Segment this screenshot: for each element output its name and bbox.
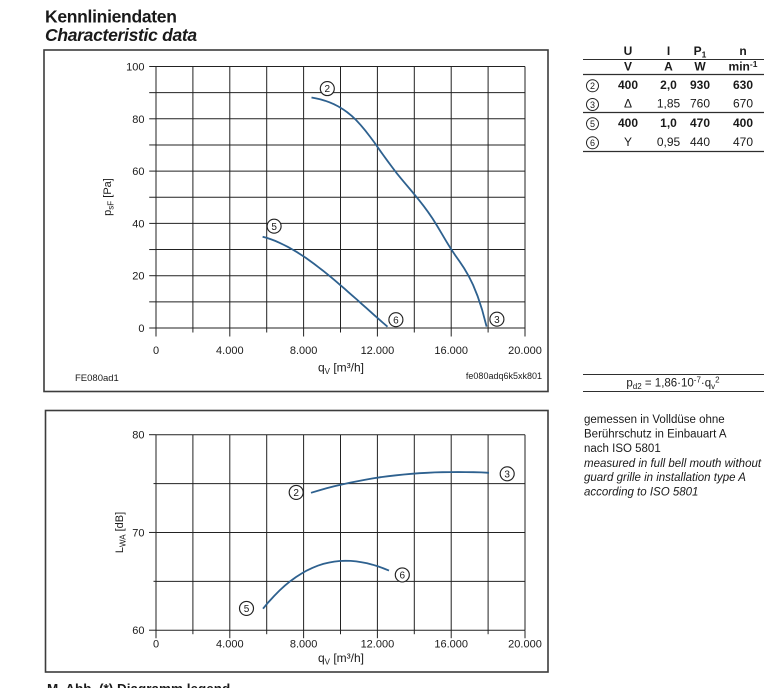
svg-text:gemessen in Volldüse ohne: gemessen in Volldüse ohne: [584, 414, 725, 426]
svg-text:min-1: min-1: [729, 59, 758, 74]
svg-text:40: 40: [132, 218, 144, 230]
svg-text:psF [Pa]: psF [Pa]: [102, 178, 116, 216]
svg-text:I: I: [667, 44, 670, 58]
svg-text:2: 2: [325, 84, 331, 95]
svg-text:20.000: 20.000: [508, 639, 542, 651]
svg-text:guard grille in installation t: guard grille in installation type A: [584, 472, 746, 484]
svg-text:Δ: Δ: [624, 97, 632, 111]
svg-text:0: 0: [138, 323, 144, 335]
svg-text:M. Abb. (*) Diagramm legend: M. Abb. (*) Diagramm legend: [47, 682, 230, 688]
svg-text:60: 60: [132, 625, 144, 637]
svg-text:4.000: 4.000: [216, 345, 244, 357]
svg-text:3: 3: [504, 469, 510, 480]
svg-text:1,85: 1,85: [657, 97, 681, 111]
svg-text:0,95: 0,95: [657, 135, 681, 149]
svg-text:4.000: 4.000: [216, 639, 244, 651]
svg-text:pd2 = 1,86·10-7·qv2: pd2 = 1,86·10-7·qv2: [626, 376, 720, 392]
svg-text:630: 630: [733, 78, 753, 92]
svg-text:LWA [dB]: LWA [dB]: [114, 512, 128, 553]
svg-text:440: 440: [690, 135, 710, 149]
svg-text:670: 670: [733, 97, 753, 111]
svg-text:nach ISO 5801: nach ISO 5801: [584, 443, 661, 455]
svg-text:Kennliniendaten: Kennliniendaten: [45, 7, 177, 27]
svg-text:6: 6: [590, 138, 595, 148]
svg-text:0: 0: [153, 345, 159, 357]
svg-text:5: 5: [271, 222, 277, 233]
svg-text:1,0: 1,0: [660, 116, 677, 130]
svg-text:400: 400: [618, 116, 638, 130]
svg-text:6: 6: [393, 315, 399, 326]
svg-text:80: 80: [132, 430, 144, 442]
svg-text:measured in full bell mouth wi: measured in full bell mouth without: [584, 458, 762, 470]
svg-text:12.000: 12.000: [361, 639, 395, 651]
svg-text:P1: P1: [694, 44, 707, 60]
svg-text:760: 760: [690, 97, 710, 111]
svg-text:A: A: [664, 60, 673, 74]
svg-text:fe080adq6k5xk801: fe080adq6k5xk801: [466, 371, 542, 381]
svg-text:2: 2: [590, 81, 595, 91]
svg-text:80: 80: [132, 114, 144, 126]
svg-text:W: W: [694, 60, 706, 74]
svg-text:Y: Y: [624, 135, 632, 149]
svg-text:70: 70: [132, 527, 144, 539]
svg-text:2,0: 2,0: [660, 78, 677, 92]
svg-text:Characteristic data: Characteristic data: [45, 25, 197, 45]
svg-text:Berührschutz in Einbauart A: Berührschutz in Einbauart A: [584, 429, 727, 441]
svg-text:400: 400: [733, 116, 753, 130]
svg-text:3: 3: [494, 315, 500, 326]
svg-text:470: 470: [733, 135, 753, 149]
svg-text:100: 100: [126, 62, 144, 74]
svg-text:16.000: 16.000: [434, 639, 468, 651]
svg-text:6: 6: [400, 571, 406, 582]
svg-text:FE080ad1: FE080ad1: [75, 373, 119, 384]
svg-text:U: U: [624, 44, 633, 58]
svg-text:n: n: [739, 44, 746, 58]
svg-text:5: 5: [244, 604, 250, 615]
svg-text:0: 0: [153, 639, 159, 651]
svg-text:400: 400: [618, 78, 638, 92]
svg-text:3: 3: [590, 100, 595, 110]
svg-text:16.000: 16.000: [434, 345, 468, 357]
svg-text:2: 2: [293, 488, 299, 499]
svg-text:12.000: 12.000: [361, 345, 395, 357]
svg-text:qV [m³/h]: qV [m³/h]: [318, 651, 364, 667]
svg-text:470: 470: [690, 116, 710, 130]
svg-text:according to ISO 5801: according to ISO 5801: [584, 487, 698, 499]
svg-text:5: 5: [590, 119, 595, 129]
svg-text:60: 60: [132, 166, 144, 178]
svg-text:qV [m³/h]: qV [m³/h]: [318, 361, 364, 377]
svg-text:8.000: 8.000: [290, 639, 318, 651]
svg-text:20: 20: [132, 271, 144, 283]
svg-text:8.000: 8.000: [290, 345, 318, 357]
svg-text:930: 930: [690, 78, 710, 92]
svg-text:20.000: 20.000: [508, 345, 542, 357]
svg-text:V: V: [624, 60, 632, 74]
